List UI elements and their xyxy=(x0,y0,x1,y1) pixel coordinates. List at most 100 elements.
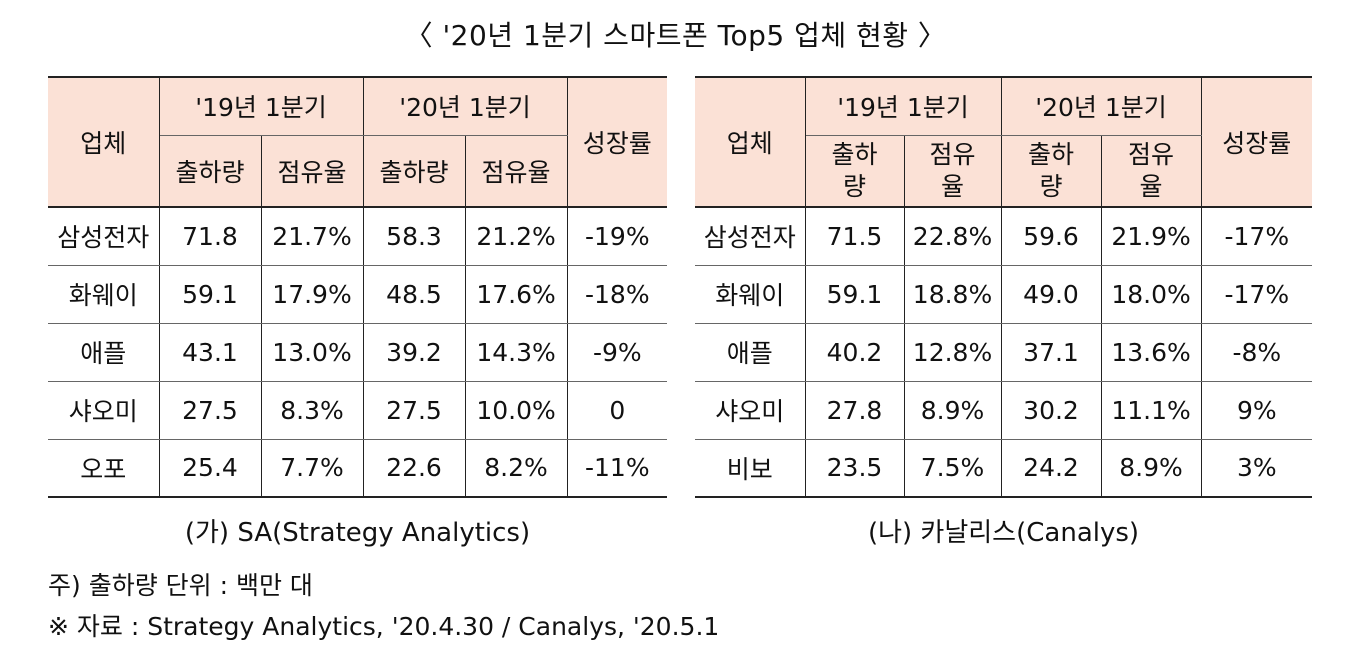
source-note: ※ 자료 : Strategy Analytics, '20.4.30 / Ca… xyxy=(48,612,720,641)
share-2020-cell: 8.2% xyxy=(464,438,568,498)
canalys-header-vendor: 업체 xyxy=(695,76,806,208)
sa-header-share-2019: 점유율 xyxy=(260,134,364,208)
sa-header-2019q1: '19년 1분기 xyxy=(158,76,364,136)
sa-header-shipments-2020: 출하량 xyxy=(362,134,466,208)
growth-cell: -8% xyxy=(1200,322,1313,382)
growth-cell: -18% xyxy=(566,264,668,324)
shipments-2019-cell: 71.5 xyxy=(804,206,905,266)
table-row: 애플 40.2 12.8% 37.1 13.6% -8% xyxy=(695,322,1313,382)
vendor-cell: 샤오미 xyxy=(695,380,806,440)
shipments-2019-cell: 25.4 xyxy=(158,438,262,498)
vendor-cell: 화웨이 xyxy=(695,264,806,324)
growth-cell: 0 xyxy=(566,380,668,440)
shipments-2020-cell: 48.5 xyxy=(362,264,466,324)
shipments-2020-cell: 59.6 xyxy=(1000,206,1102,266)
table-row: 샤오미 27.5 8.3% 27.5 10.0% 0 xyxy=(48,380,668,440)
unit-note: 주) 출하량 단위 : 백만 대 xyxy=(48,571,313,600)
shipments-2019-cell: 23.5 xyxy=(804,438,905,498)
sa-table: 업체 '19년 1분기 '20년 1분기 성장률 출하량 점유율 출하량 점유율… xyxy=(48,76,668,498)
share-2019-cell: 8.9% xyxy=(903,380,1002,440)
shipments-2020-cell: 58.3 xyxy=(362,206,466,266)
share-2019-cell: 8.3% xyxy=(260,380,364,440)
sa-header-shipments-2019: 출하량 xyxy=(159,134,262,208)
share-2019-cell: 12.8% xyxy=(903,322,1002,382)
vendor-cell: 삼성전자 xyxy=(48,206,160,266)
shipments-2020-cell: 49.0 xyxy=(1000,264,1102,324)
shipments-2020-cell: 37.1 xyxy=(1000,322,1102,382)
vendor-cell: 오포 xyxy=(48,438,160,498)
vendor-cell: 비보 xyxy=(695,438,806,498)
shipments-2019-cell: 71.8 xyxy=(158,206,262,266)
table-row: 애플 43.1 13.0% 39.2 14.3% -9% xyxy=(48,322,668,382)
share-2020-cell: 17.6% xyxy=(464,264,568,324)
share-2019-cell: 22.8% xyxy=(903,206,1002,266)
table-row: 삼성전자 71.5 22.8% 59.6 21.9% -17% xyxy=(695,206,1313,266)
share-2020-cell: 11.1% xyxy=(1100,380,1202,440)
vendor-cell: 애플 xyxy=(48,322,160,382)
share-2020-cell: 21.2% xyxy=(464,206,568,266)
shipments-2019-cell: 40.2 xyxy=(804,322,905,382)
shipments-2019-cell: 59.1 xyxy=(804,264,905,324)
shipments-2019-cell: 27.8 xyxy=(804,380,905,440)
canalys-header-growth: 성장률 xyxy=(1200,76,1313,208)
share-2020-cell: 8.9% xyxy=(1100,438,1202,498)
canalys-table-caption: (나) 카날리스(Canalys) xyxy=(867,518,1140,548)
canalys-header-shipments-2019: 출하 량 xyxy=(805,134,905,208)
document-title: 〈 '20년 1분기 스마트폰 Top5 업체 현황 〉 xyxy=(404,19,947,52)
shipments-2019-cell: 43.1 xyxy=(158,322,262,382)
share-2020-cell: 10.0% xyxy=(464,380,568,440)
share-2019-cell: 7.7% xyxy=(260,438,364,498)
table-row: 화웨이 59.1 17.9% 48.5 17.6% -18% xyxy=(48,264,668,324)
canalys-table: 업체 '19년 1분기 '20년 1분기 성장률 출하 량 점유 율 출하 량 … xyxy=(695,76,1313,498)
vendor-cell: 애플 xyxy=(695,322,806,382)
sa-header-vendor: 업체 xyxy=(48,76,160,208)
share-2019-cell: 13.0% xyxy=(260,322,364,382)
growth-cell: -17% xyxy=(1200,264,1313,324)
share-2020-cell: 21.9% xyxy=(1100,206,1202,266)
growth-cell: -11% xyxy=(566,438,668,498)
share-2019-cell: 7.5% xyxy=(903,438,1002,498)
vendor-cell: 샤오미 xyxy=(48,380,160,440)
share-2020-cell: 18.0% xyxy=(1100,264,1202,324)
sa-header-share-2020: 점유율 xyxy=(464,134,568,208)
growth-cell: -17% xyxy=(1200,206,1313,266)
canalys-header-share-2020: 점유 율 xyxy=(1100,134,1202,208)
shipments-2019-cell: 59.1 xyxy=(158,264,262,324)
header-line: 율 xyxy=(1139,171,1163,201)
shipments-2020-cell: 39.2 xyxy=(362,322,466,382)
canalys-header-shipments-2020: 출하 량 xyxy=(1000,134,1102,208)
growth-cell: -9% xyxy=(566,322,668,382)
canalys-header-share-2019: 점유 율 xyxy=(903,134,1002,208)
header-line: 출하 xyxy=(831,139,878,169)
vendor-cell: 삼성전자 xyxy=(695,206,806,266)
sa-table-caption: (가) SA(Strategy Analytics) xyxy=(184,518,531,548)
growth-cell: -19% xyxy=(566,206,668,266)
sa-header-growth: 성장률 xyxy=(566,76,668,208)
shipments-2020-cell: 30.2 xyxy=(1000,380,1102,440)
table-row: 비보 23.5 7.5% 24.2 8.9% 3% xyxy=(695,438,1313,498)
header-line: 량 xyxy=(1039,171,1063,201)
vendor-cell: 화웨이 xyxy=(48,264,160,324)
header-line: 점유 xyxy=(1128,139,1175,169)
canalys-header-2020q1: '20년 1분기 xyxy=(1000,76,1202,136)
growth-cell: 3% xyxy=(1200,438,1313,498)
table-row: 삼성전자 71.8 21.7% 58.3 21.2% -19% xyxy=(48,206,668,266)
share-2019-cell: 21.7% xyxy=(260,206,364,266)
shipments-2020-cell: 27.5 xyxy=(362,380,466,440)
table-row: 화웨이 59.1 18.8% 49.0 18.0% -17% xyxy=(695,264,1313,324)
shipments-2020-cell: 22.6 xyxy=(362,438,466,498)
growth-cell: 9% xyxy=(1200,380,1313,440)
table-row: 샤오미 27.8 8.9% 30.2 11.1% 9% xyxy=(695,380,1313,440)
header-line: 점유 xyxy=(929,139,976,169)
header-line: 율 xyxy=(941,171,965,201)
canalys-header-2019q1: '19년 1분기 xyxy=(804,76,1002,136)
share-2020-cell: 13.6% xyxy=(1100,322,1202,382)
share-2019-cell: 18.8% xyxy=(903,264,1002,324)
table-row: 오포 25.4 7.7% 22.6 8.2% -11% xyxy=(48,438,668,498)
share-2020-cell: 14.3% xyxy=(464,322,568,382)
shipments-2020-cell: 24.2 xyxy=(1000,438,1102,498)
shipments-2019-cell: 27.5 xyxy=(158,380,262,440)
header-line: 출하 xyxy=(1028,139,1075,169)
header-line: 량 xyxy=(842,171,866,201)
sa-header-2020q1: '20년 1분기 xyxy=(362,76,568,136)
